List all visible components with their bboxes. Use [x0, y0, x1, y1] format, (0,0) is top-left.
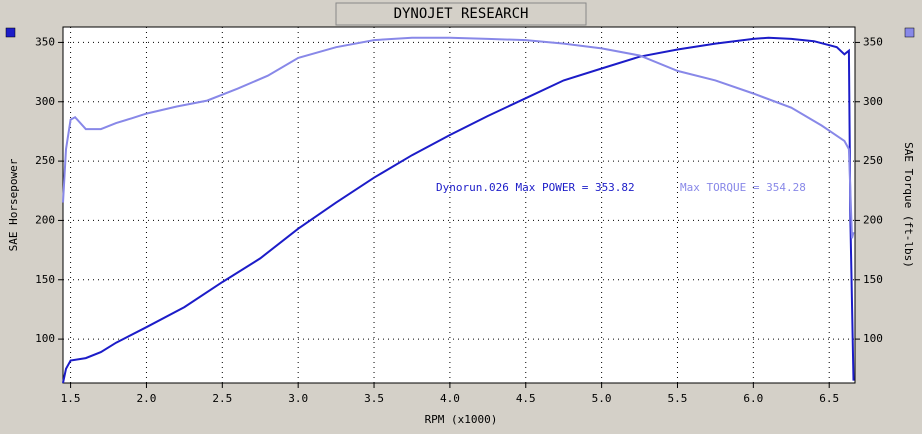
x-tick-label: 5.0: [592, 392, 612, 405]
x-tick-label: 6.5: [819, 392, 839, 405]
x-axis-label: RPM (x1000): [425, 413, 498, 426]
x-tick-label: 2.0: [137, 392, 157, 405]
y-axis-label: SAE Horsepower: [7, 158, 20, 251]
y-tick-label: 100: [35, 332, 55, 345]
y-tick-label: 250: [35, 154, 55, 167]
legend-swatch: [904, 27, 915, 38]
y2-tick-label: 350: [863, 35, 883, 48]
x-tick-label: 5.5: [668, 392, 688, 405]
y-tick-label: 350: [35, 35, 55, 48]
y2-axis-label: SAE Torque (ft-lbs): [902, 142, 915, 268]
y-tick-label: 300: [35, 95, 55, 108]
series-line: [62, 36, 855, 384]
y2-tick-label: 300: [863, 95, 883, 108]
x-tick-label: 4.5: [516, 392, 536, 405]
x-tick-label: 4.0: [440, 392, 460, 405]
x-tick-label: 2.5: [212, 392, 232, 405]
plot-area: [62, 26, 856, 384]
x-tick-label: 3.0: [288, 392, 308, 405]
y2-tick-label: 200: [863, 213, 883, 226]
title-box: [335, 2, 587, 26]
y2-tick-label: 150: [863, 273, 883, 286]
y-tick-label: 150: [35, 273, 55, 286]
x-tick-label: 3.5: [364, 392, 384, 405]
x-tick-label: 6.0: [743, 392, 763, 405]
y-tick-label: 200: [35, 213, 55, 226]
y2-tick-label: 250: [863, 154, 883, 167]
y2-tick-label: 100: [863, 332, 883, 345]
x-tick-label: 1.5: [61, 392, 81, 405]
legend-swatch: [5, 27, 16, 38]
annotation: Dynorun.026 Max POWER = 353.82: [436, 181, 635, 194]
series-line: [62, 36, 855, 239]
annotation: Max TORQUE = 354.28: [680, 181, 806, 194]
chart-title: DYNOJET RESEARCH: [394, 6, 529, 22]
